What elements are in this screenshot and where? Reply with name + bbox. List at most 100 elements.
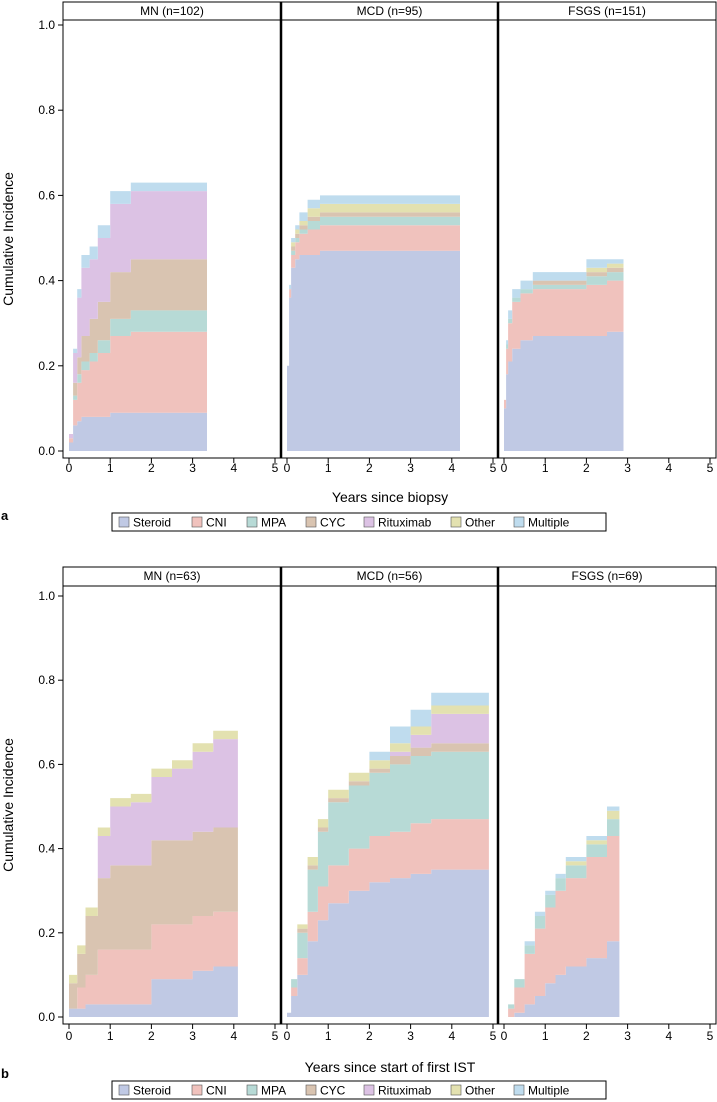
legend-swatch-cyc [305, 1084, 317, 1096]
x-tick-label: 3 [407, 1029, 414, 1043]
x-tick-label: 0 [501, 461, 508, 475]
legend-frame [111, 1080, 607, 1100]
area-other [504, 250, 624, 400]
x-tick-label: 5 [272, 1029, 279, 1043]
area-mpa [287, 751, 489, 1013]
area-multiple [504, 246, 624, 400]
x-tick-label: 1 [325, 461, 332, 475]
y-tick-label: 0.4 [38, 274, 55, 288]
legend-swatch-cni [191, 1084, 203, 1096]
y-tick-label: 1.0 [38, 18, 55, 32]
legend-swatch-mpa [246, 516, 258, 528]
x-tick-label: 1 [325, 1029, 332, 1043]
legend-swatch-steroid [118, 516, 130, 528]
x-axis-label: Years since biopsy [332, 489, 448, 505]
y-tick-label: 0.2 [38, 926, 55, 940]
area-mpa [287, 216, 460, 366]
x-tick-label: 0 [66, 461, 73, 475]
x-tick-label: 0 [66, 1029, 73, 1043]
y-axis-label: Cumulative Incidence [0, 738, 16, 872]
area-cni [287, 225, 460, 366]
legend-label-rituximab: Rituximab [378, 1084, 432, 1098]
y-tick-label: 0.8 [38, 673, 55, 687]
legend-label-steroid: Steroid [133, 516, 171, 530]
legend-label-cni: CNI [206, 1084, 227, 1098]
panel-label: a [1, 508, 9, 523]
x-tick-label: 2 [583, 461, 590, 475]
y-tick-label: 0.6 [38, 188, 55, 202]
x-tick-label: 4 [665, 1029, 672, 1043]
area-other [287, 705, 489, 1013]
facet-title: MCD (n=56) [357, 569, 423, 583]
legend-label-cyc: CYC [320, 516, 346, 530]
x-tick-label: 4 [230, 1029, 237, 1043]
area-cni [287, 819, 489, 1013]
area-mpa [69, 310, 207, 439]
legend-swatch-steroid [118, 1084, 130, 1096]
legend-swatch-other [450, 516, 462, 528]
x-tick-label: 5 [490, 461, 497, 475]
facet-mn: MN (n=102) 0 1 2 3 4 5 [62, 1, 282, 475]
facet-mcd: MCD (n=56) 0 1 2 3 4 5 [280, 566, 499, 1043]
y-tick-label: 1.0 [38, 589, 55, 603]
area-cni [504, 836, 620, 1017]
legend-label-cni: CNI [206, 516, 227, 530]
legend-label-multiple: Multiple [528, 1084, 570, 1098]
area-multiple [287, 692, 489, 1013]
legend-swatch-rituximab [363, 1084, 375, 1096]
area-cni [504, 276, 624, 409]
x-tick-label: 4 [230, 461, 237, 475]
area-cni [69, 331, 207, 443]
x-tick-label: 1 [107, 1029, 114, 1043]
y-axis-label: Cumulative Incidence [0, 172, 16, 306]
legend-label-steroid: Steroid [133, 1084, 171, 1098]
legend: Steroid CNI MPA CYC Rituximab Other Multiple [111, 1080, 607, 1100]
x-tick-label: 4 [448, 461, 455, 475]
x-tick-label: 5 [490, 1029, 497, 1043]
x-tick-label: 2 [583, 1029, 590, 1043]
facet-fsgs: FSGS (n=151) 0 1 2 3 4 5 [497, 1, 717, 475]
x-tick-label: 5 [272, 461, 279, 475]
panel-label: b [1, 1066, 9, 1081]
x-tick-label: 4 [665, 461, 672, 475]
legend-label-rituximab: Rituximab [378, 516, 432, 530]
facet-mn: MN (n=63) 0 1 2 3 4 5 [62, 566, 282, 1043]
area-cni [69, 911, 238, 1009]
x-tick-label: 2 [148, 461, 155, 475]
legend-swatch-rituximab [363, 516, 375, 528]
x-tick-label: 3 [624, 1029, 631, 1043]
legend-swatch-multiple [513, 1084, 525, 1096]
x-tick-label: 5 [707, 1029, 714, 1043]
x-tick-label: 2 [366, 1029, 373, 1043]
area-mpa [504, 814, 620, 1017]
area-other [69, 718, 238, 984]
facet-title: FSGS (n=69) [571, 569, 642, 583]
legend-label-cyc: CYC [320, 1084, 346, 1098]
legend-swatch-cni [191, 516, 203, 528]
area-cyc [287, 212, 460, 366]
x-tick-label: 3 [189, 1029, 196, 1043]
area-cyc [69, 827, 238, 1009]
x-tick-label: 0 [284, 461, 291, 475]
area-steroid [287, 869, 489, 1017]
x-tick-label: 4 [448, 1029, 455, 1043]
x-tick-label: 0 [284, 1029, 291, 1043]
area-cyc [69, 259, 207, 439]
y-tick-label: 0.4 [38, 842, 55, 856]
legend-frame [111, 512, 607, 532]
legend-swatch-other [450, 1084, 462, 1096]
x-tick-label: 1 [542, 461, 549, 475]
area-mpa [504, 263, 624, 400]
x-tick-label: 1 [542, 1029, 549, 1043]
x-tick-label: 3 [407, 461, 414, 475]
facet-title: FSGS (n=151) [568, 4, 646, 18]
legend-swatch-mpa [246, 1084, 258, 1096]
y-tick-label: 0.2 [38, 359, 55, 373]
x-axis-label: Years since start of first IST [305, 1059, 476, 1075]
area-rituximab [69, 726, 238, 984]
facet-title: MCD (n=95) [357, 4, 423, 18]
facet-fsgs: FSGS (n=69) 0 1 2 3 4 5 [497, 566, 717, 1043]
legend-swatch-cyc [305, 516, 317, 528]
legend-label-other: Other [465, 516, 495, 530]
